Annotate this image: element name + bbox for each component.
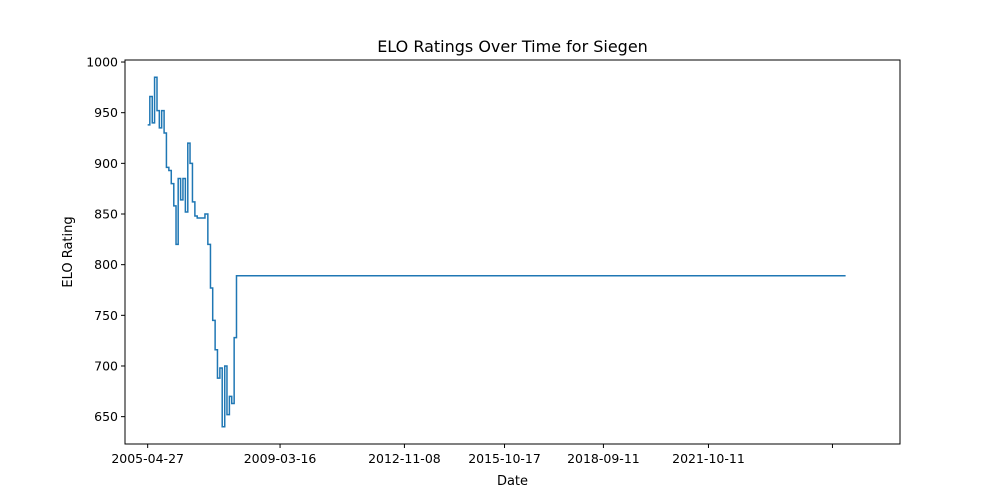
x-tick-label: 2012-11-08 <box>368 451 441 466</box>
y-tick-label: 750 <box>94 308 118 323</box>
x-tick-label: 2009-03-16 <box>244 451 317 466</box>
y-axis-label: ELO Rating <box>61 216 76 287</box>
y-tick-label: 700 <box>94 358 118 373</box>
y-tick-label: 950 <box>94 105 118 120</box>
y-tick-label: 1000 <box>86 55 118 70</box>
y-axis: 650 700 750 800 850 900 950 1000 <box>86 55 125 424</box>
y-tick-label: 800 <box>94 257 118 272</box>
plot-frame <box>124 59 901 445</box>
y-tick-label: 650 <box>94 409 118 424</box>
y-tick-label: 900 <box>94 156 118 171</box>
x-tick-label: 2015-10-17 <box>468 451 541 466</box>
plot-area <box>147 76 846 428</box>
x-tick-label: 2018-09-11 <box>567 451 640 466</box>
y-tick-label: 850 <box>94 207 118 222</box>
x-axis-label: Date <box>497 474 528 489</box>
x-axis: 2005-04-27 2009-03-16 2012-11-08 2015-10-17… <box>111 444 833 466</box>
chart-title: ELO Ratings Over Time for Siegen <box>377 37 648 56</box>
x-tick-label: 2021-10-11 <box>672 451 745 466</box>
series-line <box>147 76 846 428</box>
x-tick-label: 2005-04-27 <box>111 451 184 466</box>
